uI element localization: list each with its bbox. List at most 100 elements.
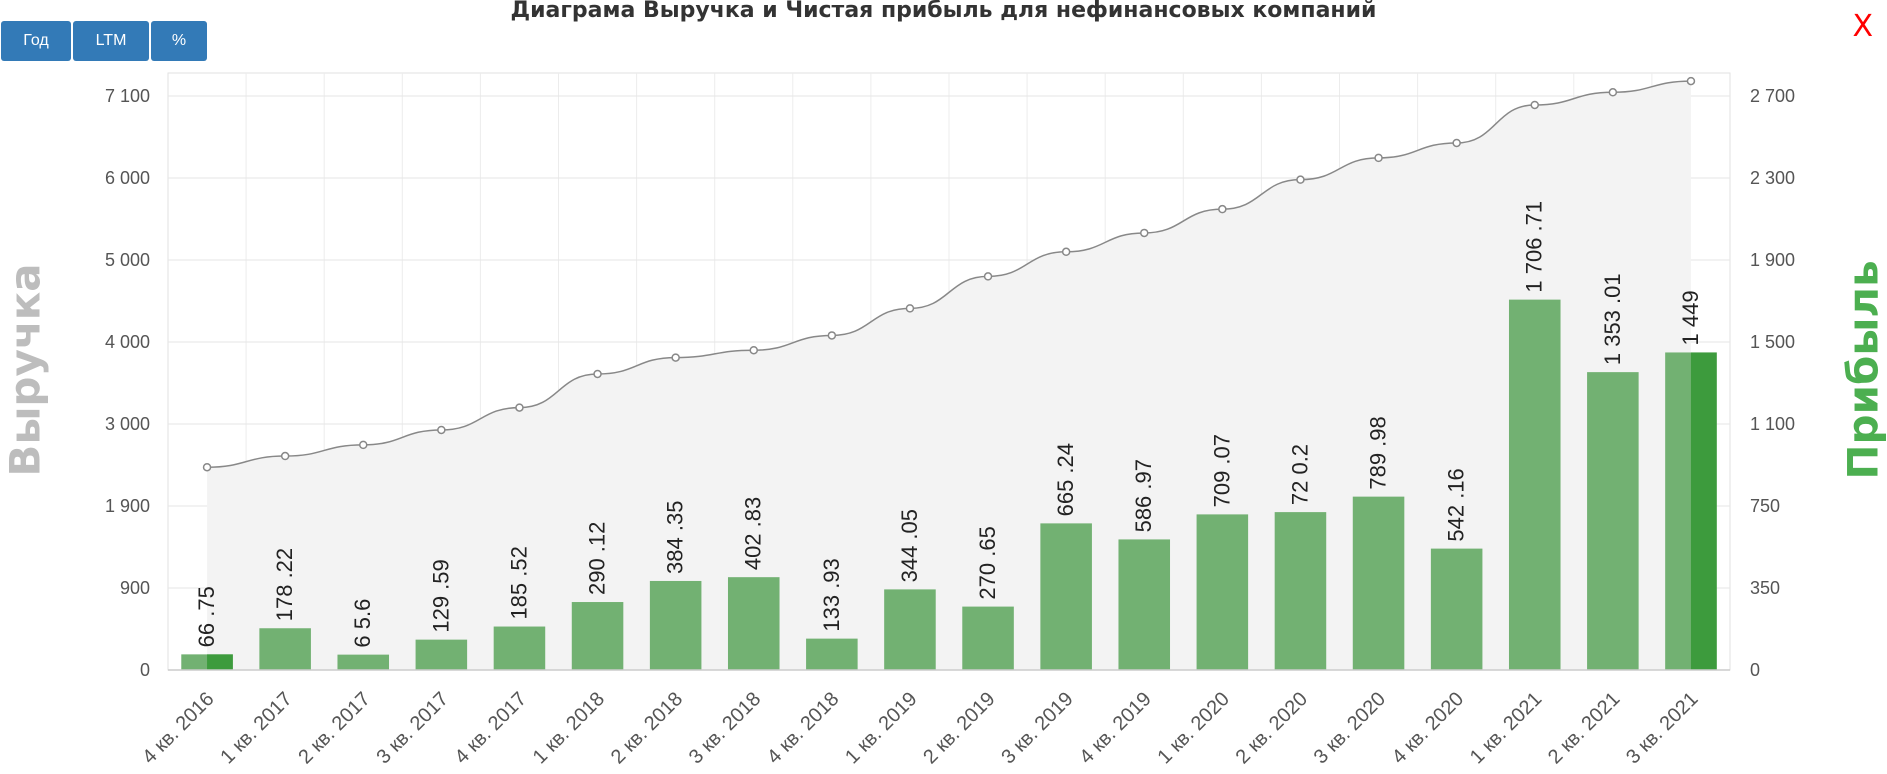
x-category-label: 3 кв. 2018 [685, 688, 765, 768]
left-tick-label: 4 000 [105, 332, 150, 352]
x-category-label: 3 кв. 2017 [373, 688, 453, 768]
revenue-point [905, 304, 915, 313]
x-category-label: 2 кв. 2021 [1544, 688, 1624, 768]
profit-bar [337, 654, 390, 670]
profit-data-label: 1 449 [1678, 290, 1703, 345]
profit-bar [571, 602, 624, 670]
revenue-point [359, 440, 368, 450]
profit-data-label: 66 .75 [194, 586, 219, 647]
profit-bar [1430, 548, 1483, 670]
revenue-point [515, 403, 524, 412]
x-category-label: 2 кв. 2018 [607, 688, 687, 768]
revenue-point [280, 451, 290, 461]
x-category-label: 3 кв. 2020 [1310, 688, 1390, 768]
x-category-label: 2 кв. 2017 [294, 688, 374, 768]
profit-bar [727, 577, 780, 670]
profit-bar [493, 626, 546, 670]
right-axis-title: Прибыль [1838, 260, 1887, 480]
revenue-point [1296, 175, 1305, 184]
profit-data-label: 789 .98 [1366, 416, 1391, 489]
profit-data-label: 133 .93 [819, 558, 844, 631]
revenue-point [202, 462, 212, 472]
profit-bar [1587, 372, 1639, 670]
revenue-point [671, 353, 680, 362]
revenue-point [1218, 204, 1227, 214]
profit-bar [415, 639, 468, 670]
profit-data-label: 1 706 .71 [1522, 201, 1547, 293]
right-tick-label: 2 300 [1750, 168, 1795, 188]
profit-bar [259, 628, 311, 670]
left-tick-label: 5 000 [105, 250, 150, 270]
revenue-point [593, 369, 602, 379]
profit-bar [1118, 539, 1171, 670]
x-category-label: 4 кв. 2016 [138, 688, 218, 768]
x-category-label: 2 кв. 2019 [919, 688, 999, 768]
left-tick-label: 1 900 [105, 496, 150, 516]
left-tick-label: 3 000 [105, 414, 150, 434]
revenue-point [827, 331, 837, 340]
profit-data-label: 270 .65 [975, 526, 1000, 599]
profit-data-label: 542 .16 [1444, 468, 1469, 541]
close-icon[interactable]: X [1852, 9, 1873, 44]
revenue-point [1140, 228, 1149, 238]
x-category-label: 3 кв. 2019 [997, 688, 1077, 768]
profit-data-label: 178 .22 [272, 548, 297, 621]
profit-data-label: 384 .35 [663, 501, 688, 574]
profit-bar [806, 638, 858, 670]
right-tick-label: 1 500 [1750, 332, 1795, 352]
x-category-label: 1 кв. 2021 [1466, 688, 1546, 768]
left-tick-label: 6 000 [105, 168, 150, 188]
profit-data-label: 6 5.6 [350, 599, 375, 648]
left-tick-label: 7 100 [105, 86, 150, 106]
revenue-point [437, 425, 446, 435]
ltm-button[interactable]: LTM [73, 21, 149, 61]
profit-data-label: 72 0.2 [1287, 444, 1312, 505]
profit-bar [1508, 299, 1561, 670]
revenue-point [1452, 138, 1461, 148]
revenue-line [207, 80, 1691, 468]
profit-bar [1352, 496, 1405, 670]
x-category-label: 2 кв. 2020 [1232, 688, 1312, 768]
profit-bar [1274, 512, 1327, 670]
profit-bar-highlight [207, 654, 233, 670]
profit-bar [962, 606, 1014, 670]
percent-button[interactable]: % [151, 21, 207, 61]
x-category-label: 1 кв. 2019 [841, 688, 921, 768]
profit-bar-highlight [1690, 352, 1717, 670]
x-category-label: 4 кв. 2019 [1075, 688, 1155, 768]
profit-bar [649, 580, 702, 670]
profit-data-label: 402 .83 [741, 497, 766, 570]
revenue-point [1061, 247, 1071, 257]
right-tick-label: 1 900 [1750, 250, 1795, 270]
profit-data-label: 665 .24 [1053, 443, 1078, 516]
profit-data-label: 290 .12 [585, 522, 610, 595]
revenue-point [1608, 88, 1618, 97]
x-category-label: 1 кв. 2018 [529, 688, 609, 768]
x-category-label: 4 кв. 2017 [451, 688, 531, 768]
year-button[interactable]: Год [1, 21, 71, 61]
left-tick-label: 0 [140, 660, 150, 680]
right-tick-label: 0 [1750, 660, 1760, 680]
left-tick-label: 900 [120, 578, 150, 598]
x-category-label: 1 кв. 2017 [216, 688, 296, 768]
profit-data-label: 344 .05 [897, 509, 922, 582]
profit-data-label: 709 .07 [1209, 434, 1234, 507]
profit-data-label: 129 .59 [428, 559, 453, 632]
chart-title: Диаграма Выручка и Чистая прибыль для не… [510, 0, 1377, 23]
profit-data-label: 185 .52 [506, 546, 531, 619]
profit-bar [884, 589, 936, 670]
revenue-point [1530, 100, 1539, 110]
revenue-point [983, 272, 993, 281]
x-category-label: 1 кв. 2020 [1154, 688, 1234, 768]
right-tick-label: 2 700 [1750, 86, 1795, 106]
right-tick-label: 1 100 [1750, 414, 1795, 434]
profit-bar [1196, 514, 1249, 670]
left-axis-title: Выручка [0, 263, 50, 477]
revenue-point [1374, 153, 1383, 163]
right-tick-label: 750 [1750, 496, 1780, 516]
revenue-point [749, 345, 758, 355]
x-category-label: 4 кв. 2020 [1388, 688, 1468, 768]
x-category-label: 4 кв. 2018 [763, 688, 843, 768]
revenue-point [1686, 76, 1696, 86]
